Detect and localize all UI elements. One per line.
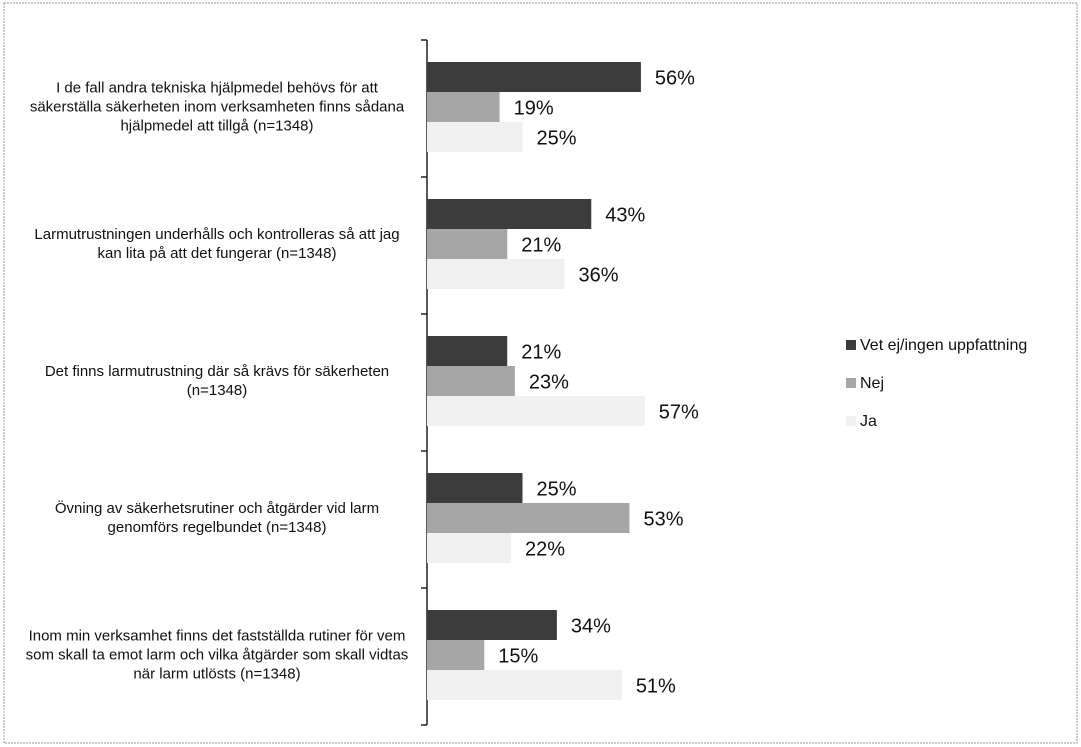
value-label: 34% <box>571 615 611 637</box>
category-label: Det finns larmutrustning där så krävs fö… <box>44 362 390 399</box>
value-label: 21% <box>521 234 561 256</box>
bar <box>427 92 500 122</box>
category-label: I de fall andra tekniska hjälpmedel behö… <box>29 79 405 134</box>
value-label: 22% <box>525 538 565 560</box>
bar <box>427 336 508 366</box>
value-label: 56% <box>655 67 695 89</box>
category-label: Inom min verksamhet finns det fastställd… <box>25 627 409 682</box>
legend-label: Ja <box>860 413 877 430</box>
bar <box>427 533 512 563</box>
legend-label: Nej <box>860 375 884 392</box>
value-label: 43% <box>605 204 645 226</box>
bar <box>427 396 645 426</box>
frame <box>3 2 1078 744</box>
value-label: 36% <box>579 264 619 286</box>
bar <box>427 229 508 259</box>
value-label: 51% <box>636 675 676 697</box>
bar <box>427 199 592 229</box>
category-label: Larmutrustningen underhålls och kontroll… <box>34 225 400 262</box>
value-label: 53% <box>643 508 683 530</box>
bar <box>427 610 557 640</box>
value-label: 19% <box>514 97 554 119</box>
legend-label: Vet ej/ingen uppfattning <box>860 337 1027 354</box>
legend-swatch <box>846 416 856 426</box>
bar <box>427 259 565 289</box>
bar <box>427 473 523 503</box>
bar <box>427 366 515 396</box>
bar <box>427 670 622 700</box>
bar <box>427 503 630 533</box>
category-label: Övning av säkerhetsrutiner och åtgärder … <box>54 499 380 536</box>
legend-swatch <box>846 378 856 388</box>
value-label: 21% <box>521 341 561 363</box>
value-label: 23% <box>529 371 569 393</box>
value-label: 15% <box>498 645 538 667</box>
value-label: 57% <box>659 401 699 423</box>
bar <box>427 62 641 92</box>
value-label: 25% <box>537 478 577 500</box>
bar <box>427 640 485 670</box>
category-separators <box>421 39 427 726</box>
legend-swatch <box>846 340 856 350</box>
bar <box>427 122 523 152</box>
value-label: 25% <box>537 127 577 149</box>
